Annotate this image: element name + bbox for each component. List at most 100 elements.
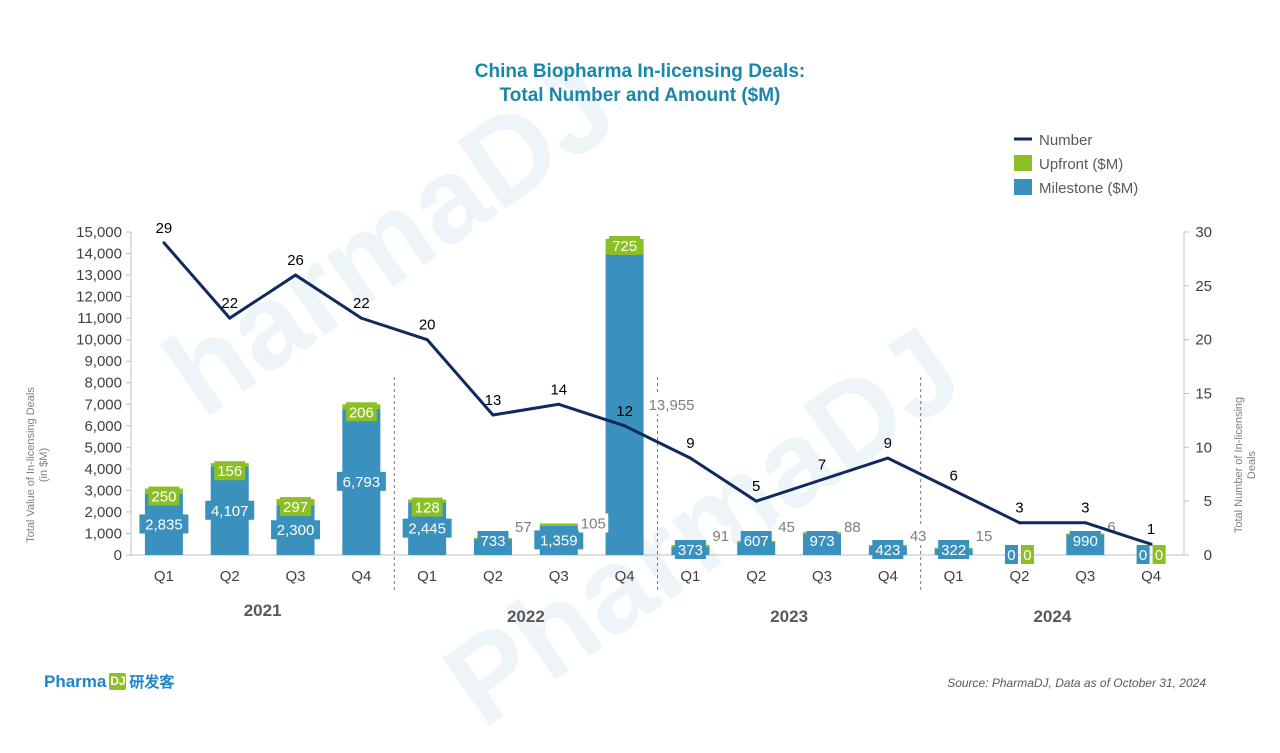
legend-label-milestone: Milestone ($M) xyxy=(1039,180,1138,197)
milestone-label: 2,300 xyxy=(277,522,315,539)
legend-label-number: Number xyxy=(1039,132,1092,149)
milestone-label-bg xyxy=(271,520,321,540)
upfront-label: 206 xyxy=(349,404,374,421)
number-point xyxy=(1083,521,1087,525)
milestone-label: 13,955 xyxy=(649,397,695,414)
x-tick-label: Q2 xyxy=(1009,568,1029,585)
number-label: 7 xyxy=(818,457,826,474)
number-point xyxy=(425,338,429,342)
x-tick-label: Q4 xyxy=(1141,568,1161,585)
left-tick-label: 11,000 xyxy=(77,310,122,327)
number-point xyxy=(1017,521,1021,525)
upfront-label-bg xyxy=(907,526,929,545)
brand-chinese: 研发客 xyxy=(129,674,175,691)
number-label: 13 xyxy=(485,392,502,409)
milestone-label: 1,359 xyxy=(540,532,578,549)
y2-axis-title: Total Number of In-licensingDeals xyxy=(1233,397,1258,533)
number-label: 1 xyxy=(1147,521,1155,538)
left-tick-label: 7,000 xyxy=(84,396,122,413)
number-point xyxy=(228,316,232,320)
number-label: 22 xyxy=(221,295,238,312)
x-tick-label: Q1 xyxy=(944,568,964,585)
upfront-label-bg xyxy=(148,486,180,506)
number-point xyxy=(1149,542,1153,546)
milestone-label: 0 xyxy=(1139,547,1147,564)
number-point xyxy=(557,402,561,406)
x-tick-label: Q4 xyxy=(615,568,635,585)
number-point xyxy=(294,273,298,277)
left-tick-label: 4,000 xyxy=(84,461,122,478)
number-label: 20 xyxy=(419,317,436,334)
milestone-label-bg xyxy=(806,531,838,550)
milestone-label-bg xyxy=(205,500,255,520)
number-label: 3 xyxy=(1015,500,1023,517)
number-label: 26 xyxy=(287,252,304,269)
number-point xyxy=(886,456,890,460)
x-tick-label: Q4 xyxy=(351,568,371,585)
number-point xyxy=(820,478,824,482)
upfront-label-bg xyxy=(280,497,312,517)
number-point xyxy=(952,488,956,492)
brand-mark: DJ xyxy=(109,673,127,690)
milestone-label-bg xyxy=(646,395,702,414)
x-tick-label: Q3 xyxy=(1075,568,1095,585)
milestone-label-bg xyxy=(336,471,386,491)
milestone-bar xyxy=(605,254,644,556)
upfront-label: 15 xyxy=(976,528,993,545)
left-tick-label: 0 xyxy=(114,547,122,564)
number-point xyxy=(491,413,495,417)
right-tick-label: 0 xyxy=(1204,547,1212,564)
upfront-label-bg xyxy=(214,461,246,481)
x-tick-label: Q2 xyxy=(220,568,240,585)
number-point xyxy=(359,316,363,320)
milestone-label-bg xyxy=(938,540,970,559)
upfront-label: 250 xyxy=(151,489,176,506)
year-label: 2023 xyxy=(770,607,808,626)
milestone-label-bg xyxy=(1004,545,1018,564)
left-tick-label: 3,000 xyxy=(84,482,122,499)
milestone-label: 6,793 xyxy=(343,474,381,491)
number-label: 9 xyxy=(884,435,892,452)
number-line xyxy=(162,241,1152,546)
upfront-label-bg xyxy=(973,526,995,545)
milestone-label: 322 xyxy=(941,542,966,559)
upfront-label: 156 xyxy=(217,463,242,480)
number-label: 6 xyxy=(949,467,957,484)
year-label: 2021 xyxy=(244,601,282,620)
milestone-label-bg xyxy=(674,540,706,559)
left-tick-label: 6,000 xyxy=(84,418,122,435)
milestone-label-bg xyxy=(139,514,189,534)
year-label: 2022 xyxy=(507,607,545,626)
left-tick-label: 10,000 xyxy=(76,332,122,349)
number-label: 22 xyxy=(353,295,370,312)
left-tick-label: 9,000 xyxy=(84,353,122,370)
number-point xyxy=(162,241,166,245)
x-tick-label: Q2 xyxy=(483,568,503,585)
upfront-label: 6 xyxy=(1107,519,1115,536)
milestone-label: 0 xyxy=(1007,547,1015,564)
upfront-bar xyxy=(539,523,578,526)
milestone-label-bg xyxy=(534,530,584,550)
left-tick-label: 2,000 xyxy=(84,504,122,521)
milestone-label: 423 xyxy=(875,542,900,559)
brand-logo: Pharma DJ 研发客 xyxy=(44,671,174,692)
right-tick-label: 5 xyxy=(1204,493,1212,510)
upfront-label-bg xyxy=(411,497,443,517)
upfront-label: 0 xyxy=(1023,547,1031,564)
right-tick-label: 20 xyxy=(1195,332,1212,349)
right-tick-label: 15 xyxy=(1195,386,1212,403)
left-tick-label: 12,000 xyxy=(76,289,122,306)
milestone-label: 607 xyxy=(744,533,769,550)
upfront-label-bg xyxy=(710,526,732,545)
legend-swatch-upfront xyxy=(1014,155,1032,171)
left-tick-label: 5,000 xyxy=(84,439,122,456)
x-tick-label: Q4 xyxy=(878,568,898,585)
right-tick-label: 10 xyxy=(1195,439,1212,456)
upfront-label-bg xyxy=(776,517,798,536)
upfront-label: 91 xyxy=(712,528,729,545)
left-tick-label: 8,000 xyxy=(84,375,122,392)
chart-title-line1: China Biopharma In-licensing Deals: xyxy=(474,61,806,82)
milestone-label-bg xyxy=(477,531,509,550)
number-point xyxy=(688,456,692,460)
right-tick-label: 25 xyxy=(1195,278,1212,295)
